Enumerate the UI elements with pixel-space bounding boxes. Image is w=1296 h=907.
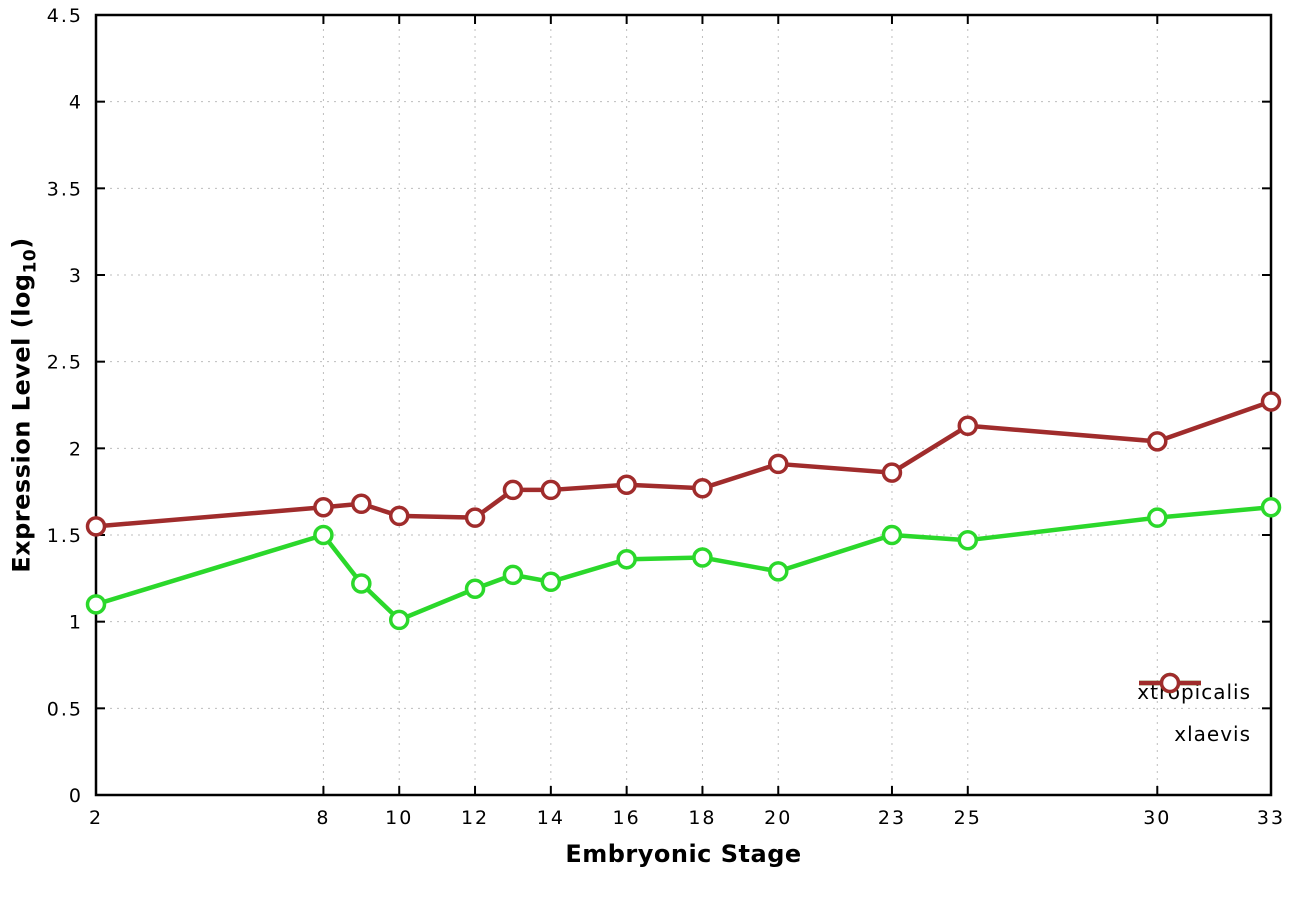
svg-text:2: 2 (69, 438, 83, 460)
svg-text:4: 4 (69, 92, 83, 114)
svg-text:2: 2 (89, 807, 103, 829)
legend: xtropicalis xlaevis (1137, 671, 1264, 755)
svg-text:3: 3 (69, 265, 83, 287)
svg-text:18: 18 (688, 807, 716, 829)
svg-text:2.5: 2.5 (47, 352, 83, 374)
x-axis-label: Embryonic Stage (565, 840, 802, 868)
svg-text:25: 25 (954, 807, 982, 829)
svg-text:3.5: 3.5 (47, 178, 83, 200)
svg-text:33: 33 (1257, 807, 1285, 829)
svg-text:12: 12 (461, 807, 489, 829)
svg-text:0: 0 (69, 785, 83, 807)
y-axis-label: Expression Level (log10) (8, 237, 41, 572)
svg-text:10: 10 (385, 807, 413, 829)
svg-text:1.5: 1.5 (47, 525, 83, 547)
svg-text:16: 16 (613, 807, 641, 829)
svg-text:30: 30 (1143, 807, 1171, 829)
svg-text:23: 23 (878, 807, 906, 829)
svg-text:1: 1 (69, 612, 83, 634)
svg-text:8: 8 (316, 807, 330, 829)
y-axis-label-text: Expression Level (log (7, 273, 36, 573)
y-axis-label-subscript: 10 (20, 248, 41, 274)
svg-text:14: 14 (537, 807, 565, 829)
legend-label-xlaevis: xlaevis (1174, 722, 1251, 746)
svg-text:20: 20 (764, 807, 792, 829)
legend-item-xlaevis: xlaevis (1139, 672, 1264, 755)
y-axis-label-close: ) (7, 237, 36, 249)
svg-text:4.5: 4.5 (47, 5, 83, 27)
svg-text:0.5: 0.5 (47, 698, 83, 720)
